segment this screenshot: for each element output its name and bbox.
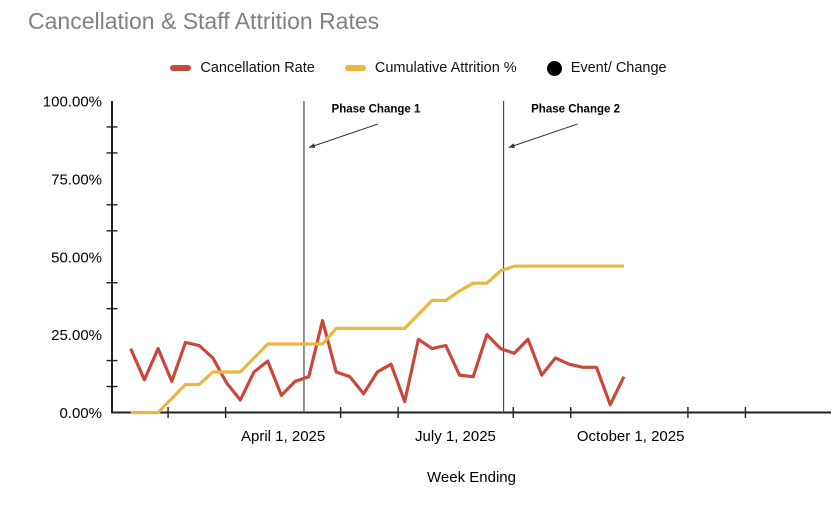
legend-item-event-change: Event/ Change	[546, 60, 667, 76]
event-arrow	[508, 123, 578, 148]
cumulative-attrition-swatch-icon	[344, 64, 366, 72]
x-tick-label: July 1, 2025	[415, 428, 496, 445]
event-arrowhead-icon	[308, 143, 316, 148]
y-tick-label: 0.00%	[59, 405, 102, 422]
y-tick-label: 75.00%	[51, 171, 102, 188]
event-label: Phase Change 1	[332, 104, 421, 116]
y-tick-label: 25.00%	[51, 327, 102, 344]
chart-legend: Cancellation Rate Cumulative Attrition % E…	[0, 56, 837, 80]
x-tick-label: October 1, 2025	[577, 428, 685, 445]
x-tick-label: April 1, 2025	[241, 428, 325, 445]
event-label: Phase Change 2	[531, 104, 620, 116]
chart-title: Cancellation & Staff Attrition Rates	[28, 8, 380, 34]
legend-item-cancellation-rate: Cancellation Rate	[170, 60, 315, 76]
x-axis-title: Week Ending	[427, 469, 516, 486]
cancellation-rate-swatch-icon	[170, 64, 192, 72]
legend-label: Cancellation Rate	[200, 60, 315, 76]
event-arrowhead-icon	[508, 143, 516, 148]
event-change-swatch-icon	[546, 60, 562, 76]
cumulative-attrition-line	[130, 264, 624, 415]
event-arrow	[308, 123, 379, 148]
legend-item-cumulative-attrition: Cumulative Attrition %	[344, 60, 517, 76]
cancellation-rate-line	[129, 319, 626, 407]
legend-label: Event/ Change	[570, 60, 667, 76]
y-tick-label: 100.00%	[43, 94, 102, 111]
y-tick-label: 50.00%	[51, 249, 102, 266]
legend-label: Cumulative Attrition %	[374, 60, 517, 76]
